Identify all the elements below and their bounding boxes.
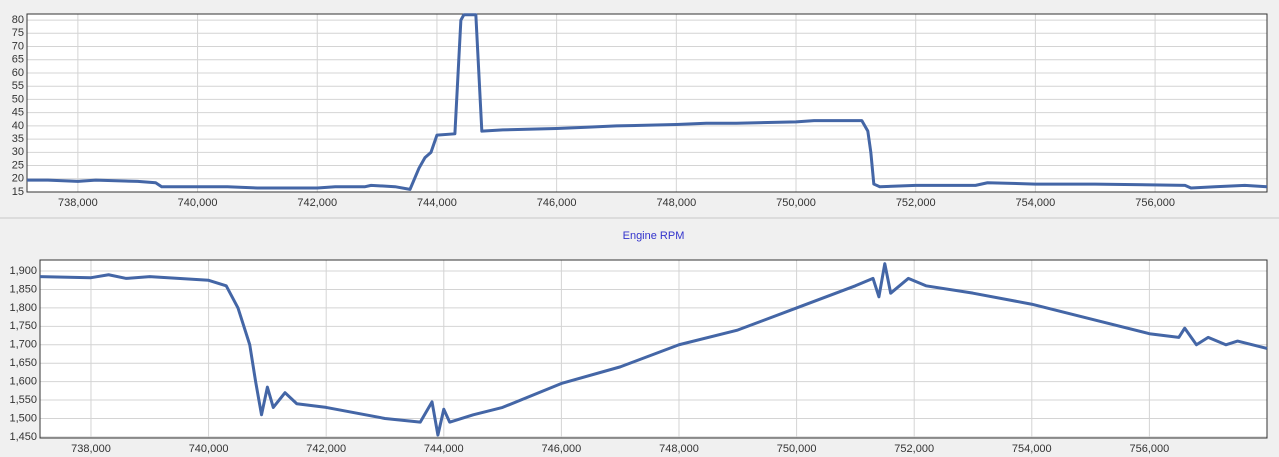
x-tick-label: 756,000 (1130, 443, 1170, 455)
y-tick-label: 80 (12, 14, 24, 26)
x-tick-label: 738,000 (71, 443, 111, 455)
x-tick-label: 750,000 (777, 443, 817, 455)
plot-border (39, 259, 1268, 439)
y-tick-label: 65 (12, 54, 24, 66)
x-tick-label: 750,000 (776, 197, 816, 209)
y-tick-label: 1,550 (9, 394, 37, 406)
chart-title: Engine RPM (623, 230, 685, 242)
y-tick-label: 70 (12, 40, 24, 52)
y-tick-label: 1,750 (9, 320, 37, 332)
y-tick-label: 75 (12, 27, 24, 39)
x-tick-label: 738,000 (58, 197, 98, 209)
y-tick-label: 1,600 (9, 376, 37, 388)
x-tick-label: 748,000 (659, 443, 699, 455)
x-tick-label: 748,000 (656, 197, 696, 209)
y-tick-label: 50 (12, 93, 24, 105)
x-tick-label: 746,000 (537, 197, 577, 209)
y-tick-label: 1,450 (9, 431, 37, 443)
y-tick-label: 35 (12, 133, 24, 145)
x-tick-label: 754,000 (1016, 197, 1056, 209)
y-tick-label: 1,650 (9, 357, 37, 369)
x-tick-label: 752,000 (896, 197, 936, 209)
y-tick-label: 40 (12, 120, 24, 132)
y-tick-label: 1,900 (9, 265, 37, 277)
x-tick-label: 752,000 (894, 443, 934, 455)
x-tick-label: 744,000 (417, 197, 457, 209)
x-tick-label: 742,000 (306, 443, 346, 455)
y-tick-label: 1,700 (9, 339, 37, 351)
x-tick-label: 754,000 (1012, 443, 1052, 455)
y-tick-label: 1,850 (9, 283, 37, 295)
x-tick-label: 740,000 (178, 197, 218, 209)
y-tick-label: 1,800 (9, 302, 37, 314)
x-tick-label: 746,000 (542, 443, 582, 455)
plot-area (27, 14, 1267, 192)
line-series (27, 13, 1268, 191)
y-tick-label: 15 (12, 186, 24, 198)
y-tick-label: 30 (12, 146, 24, 158)
x-tick-label: 756,000 (1135, 197, 1175, 209)
line-series (39, 262, 1268, 437)
plot-area (40, 260, 1267, 438)
y-tick-label: 55 (12, 80, 24, 92)
y-tick-label: 25 (12, 159, 24, 171)
y-tick-label: 60 (12, 67, 24, 79)
y-tick-label: 45 (12, 107, 24, 119)
y-tick-label: 20 (12, 173, 24, 185)
x-tick-label: 742,000 (297, 197, 337, 209)
y-tick-label: 1,500 (9, 412, 37, 424)
x-tick-label: 744,000 (424, 443, 464, 455)
x-tick-label: 740,000 (189, 443, 229, 455)
plot-border (26, 13, 1268, 193)
